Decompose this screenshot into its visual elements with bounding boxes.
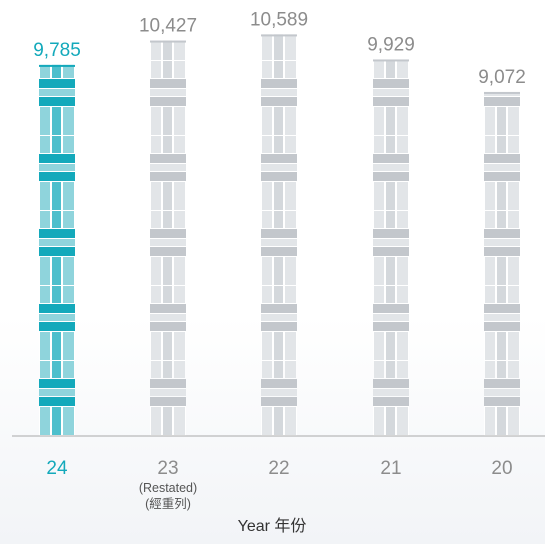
value-label: 9,072: [478, 67, 526, 88]
tick-label: 24: [46, 458, 68, 479]
labels-group: 9,785 24 10,427 23 (Restated)(經重列) 10,589 22 9,…: [33, 9, 526, 511]
bar-22: [261, 34, 297, 436]
bar-21: [373, 59, 409, 436]
bar-cap: [373, 59, 409, 62]
bar-cap: [39, 64, 75, 67]
tick-label: 23: [157, 458, 178, 479]
bar-cap: [150, 40, 186, 43]
tick-label: 22: [268, 458, 289, 479]
bar-23: [150, 40, 186, 436]
value-label: 9,785: [33, 40, 81, 61]
x-axis-title: Year 年份: [238, 517, 307, 535]
tick-label: 20: [491, 458, 512, 479]
tick-label: 21: [380, 458, 401, 479]
bar-cap: [261, 34, 297, 37]
value-label: 10,427: [139, 16, 197, 37]
value-label: 9,929: [367, 34, 415, 55]
bar-20: [484, 91, 520, 436]
tick-note: (經重列): [145, 496, 191, 511]
bars-group: [39, 34, 520, 436]
tick-note: (Restated): [139, 481, 197, 495]
bar-24: [39, 64, 75, 436]
value-label: 10,589: [250, 9, 308, 30]
bar-cap: [484, 91, 520, 94]
